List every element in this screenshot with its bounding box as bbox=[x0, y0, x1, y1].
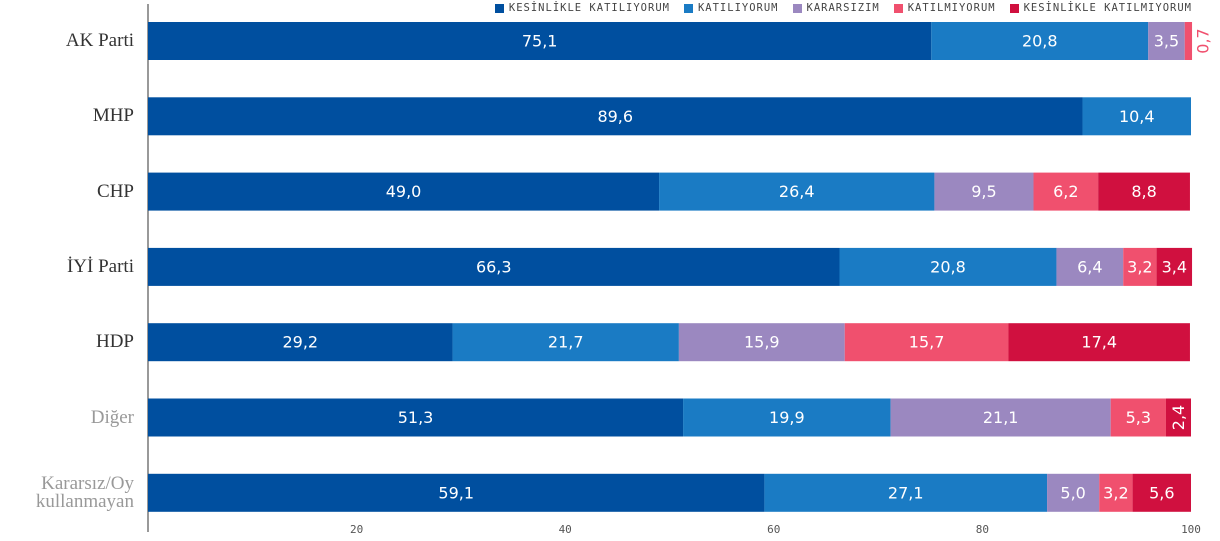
value-label: 5,3 bbox=[1126, 408, 1151, 427]
category-label: AK Parti bbox=[65, 30, 134, 51]
x-tick-label: 100 bbox=[1181, 523, 1201, 536]
value-label: 21,7 bbox=[548, 333, 584, 352]
bar-segment bbox=[1165, 398, 1191, 437]
value-label: 29,2 bbox=[282, 333, 318, 352]
bar-segment bbox=[1008, 323, 1190, 362]
bar-segment bbox=[148, 398, 684, 437]
value-label: 3,2 bbox=[1127, 257, 1152, 276]
value-label: 9,5 bbox=[971, 182, 996, 201]
value-label: 49,0 bbox=[386, 182, 422, 201]
x-tick-label: 60 bbox=[767, 523, 780, 536]
legend-label: KESİNLİKLE KATILMIYORUM bbox=[1023, 2, 1192, 14]
value-label: 3,5 bbox=[1154, 32, 1179, 51]
bar-segment bbox=[148, 247, 840, 286]
bar-segment bbox=[1056, 247, 1124, 286]
bar-segment bbox=[1098, 172, 1190, 211]
x-tick-label: 80 bbox=[976, 523, 989, 536]
category-label: HDP bbox=[95, 331, 134, 353]
legend-swatch bbox=[683, 3, 693, 13]
bar-segment bbox=[1110, 398, 1166, 437]
category-label: CHP bbox=[97, 180, 134, 202]
value-label: 19,9 bbox=[769, 408, 805, 427]
value-label: 21,1 bbox=[983, 408, 1019, 427]
bar-segment bbox=[931, 22, 1149, 60]
value-label: 15,7 bbox=[909, 333, 945, 352]
value-label: 75,1 bbox=[522, 32, 558, 51]
category-label: MHP bbox=[92, 105, 134, 127]
x-tick-label: 20 bbox=[350, 523, 363, 536]
bar-segment bbox=[1082, 97, 1191, 136]
x-tick-label: 40 bbox=[559, 523, 572, 536]
value-label: 89,6 bbox=[597, 107, 633, 126]
bar-segment bbox=[148, 172, 660, 211]
value-label: 5,6 bbox=[1149, 483, 1174, 502]
value-label: 26,4 bbox=[779, 182, 815, 201]
bar-segment bbox=[148, 97, 1083, 136]
value-label: 20,8 bbox=[930, 257, 966, 276]
legend-swatch bbox=[893, 3, 903, 13]
bar-segment bbox=[659, 172, 935, 211]
category-label: Kararsız/Oy kullanmayan bbox=[35, 472, 134, 512]
bar-segment bbox=[764, 473, 1048, 512]
bar-segment bbox=[1123, 247, 1157, 286]
bar-segment bbox=[148, 323, 453, 362]
legend-swatch bbox=[1009, 3, 1019, 13]
legend-item: KATILIYORUM bbox=[683, 2, 779, 14]
value-label: 51,3 bbox=[398, 408, 434, 427]
legend-item: KATILMIYORUM bbox=[893, 2, 996, 14]
bar-segment bbox=[148, 473, 765, 512]
value-label: 59,1 bbox=[438, 483, 474, 502]
legend-label: KESİNLİKLE KATILIYORUM bbox=[508, 2, 670, 14]
legend-label: KATILIYORUM bbox=[697, 2, 779, 14]
legend: KESİNLİKLE KATILIYORUM KATILIYORUM KARARSI… bbox=[494, 2, 1192, 14]
legend-swatch bbox=[792, 3, 802, 13]
value-label: 3,2 bbox=[1103, 483, 1128, 502]
bar-segment bbox=[890, 398, 1111, 437]
bar-segment bbox=[683, 398, 891, 437]
value-label: 0,7 bbox=[1194, 28, 1213, 53]
legend-swatch bbox=[494, 3, 504, 13]
bar-segment bbox=[1148, 22, 1185, 60]
bar-segment bbox=[452, 323, 679, 362]
bar-segment bbox=[1033, 172, 1099, 211]
value-label: 6,4 bbox=[1077, 257, 1102, 276]
bar-segment bbox=[148, 22, 932, 60]
value-label: 17,4 bbox=[1081, 333, 1117, 352]
bar-segment bbox=[1184, 22, 1193, 60]
legend-label: KATILMIYORUM bbox=[907, 2, 996, 14]
legend-item: KESİNLİKLE KATILIYORUM bbox=[494, 2, 670, 14]
bar-segment bbox=[839, 247, 1057, 286]
bar-segment bbox=[1156, 247, 1193, 286]
category-label: Diğer bbox=[90, 406, 134, 428]
value-label: 6,2 bbox=[1053, 182, 1078, 201]
bar-segment bbox=[678, 323, 845, 362]
value-label: 3,4 bbox=[1162, 257, 1187, 276]
value-label: 2,4 bbox=[1169, 405, 1188, 430]
value-label: 20,8 bbox=[1022, 32, 1058, 51]
value-label: 27,1 bbox=[888, 483, 924, 502]
category-label: İYİ Parti bbox=[66, 255, 134, 277]
bar-segment bbox=[1132, 473, 1191, 512]
bar-segment bbox=[934, 172, 1034, 211]
bar-segment bbox=[1099, 473, 1133, 512]
legend-label: KARARSIZIM bbox=[806, 2, 880, 14]
value-label: 5,0 bbox=[1060, 483, 1085, 502]
value-label: 15,9 bbox=[744, 333, 780, 352]
bar-segment bbox=[844, 323, 1009, 362]
value-label: 66,3 bbox=[476, 257, 512, 276]
legend-item: KARARSIZIM bbox=[792, 2, 880, 14]
bar-segment bbox=[1047, 473, 1100, 512]
value-label: 8,8 bbox=[1131, 182, 1156, 201]
legend-item: KESİNLİKLE KATILMIYORUM bbox=[1009, 2, 1192, 14]
value-label: 10,4 bbox=[1119, 107, 1155, 126]
